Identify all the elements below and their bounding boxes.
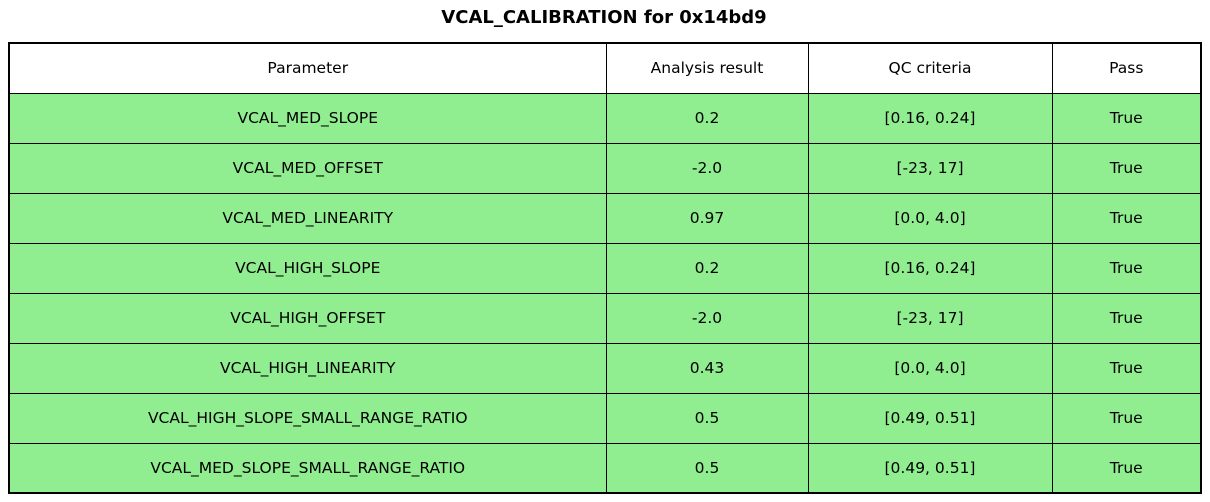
- column-header-pass: Pass: [1051, 42, 1202, 94]
- column-header-parameter: Parameter: [8, 42, 607, 94]
- table-row: VCAL_MED_LINEARITY 0.97 [0.0, 4.0] True: [8, 192, 1202, 244]
- pass-cell: True: [1051, 392, 1202, 444]
- criteria-cell: [0.49, 0.51]: [807, 392, 1053, 444]
- result-cell: 0.2: [605, 92, 809, 144]
- result-cell: 0.97: [605, 192, 809, 244]
- param-cell: VCAL_HIGH_OFFSET: [8, 292, 607, 344]
- pass-cell: True: [1051, 292, 1202, 344]
- result-cell: -2.0: [605, 292, 809, 344]
- table-row: VCAL_MED_OFFSET -2.0 [-23, 17] True: [8, 142, 1202, 194]
- result-cell: 0.43: [605, 342, 809, 394]
- qc-results-table: Parameter Analysis result QC criteria Pa…: [8, 42, 1202, 494]
- result-cell: 0.2: [605, 242, 809, 294]
- page-title: VCAL_CALIBRATION for 0x14bd9: [441, 7, 767, 28]
- criteria-cell: [0.16, 0.24]: [807, 242, 1053, 294]
- param-cell: VCAL_MED_OFFSET: [8, 142, 607, 194]
- table-row: VCAL_HIGH_SLOPE 0.2 [0.16, 0.24] True: [8, 242, 1202, 294]
- param-cell: VCAL_MED_SLOPE_SMALL_RANGE_RATIO: [8, 442, 607, 494]
- param-cell: VCAL_HIGH_LINEARITY: [8, 342, 607, 394]
- criteria-cell: [-23, 17]: [807, 142, 1053, 194]
- criteria-cell: [-23, 17]: [807, 292, 1053, 344]
- table-row: VCAL_HIGH_LINEARITY 0.43 [0.0, 4.0] True: [8, 342, 1202, 394]
- column-header-analysis-result: Analysis result: [605, 42, 809, 94]
- table-row: VCAL_MED_SLOPE 0.2 [0.16, 0.24] True: [8, 92, 1202, 144]
- result-cell: -2.0: [605, 142, 809, 194]
- criteria-cell: [0.0, 4.0]: [807, 342, 1053, 394]
- result-cell: 0.5: [605, 442, 809, 494]
- pass-cell: True: [1051, 342, 1202, 394]
- table-row: VCAL_HIGH_OFFSET -2.0 [-23, 17] True: [8, 292, 1202, 344]
- pass-cell: True: [1051, 442, 1202, 494]
- criteria-cell: [0.49, 0.51]: [807, 442, 1053, 494]
- param-cell: VCAL_MED_SLOPE: [8, 92, 607, 144]
- pass-cell: True: [1051, 92, 1202, 144]
- header-row: Parameter Analysis result QC criteria Pa…: [8, 42, 1202, 94]
- table-row: VCAL_MED_SLOPE_SMALL_RANGE_RATIO 0.5 [0.…: [8, 442, 1202, 494]
- table-row: VCAL_HIGH_SLOPE_SMALL_RANGE_RATIO 0.5 [0…: [8, 392, 1202, 444]
- pass-cell: True: [1051, 242, 1202, 294]
- result-cell: 0.5: [605, 392, 809, 444]
- param-cell: VCAL_HIGH_SLOPE_SMALL_RANGE_RATIO: [8, 392, 607, 444]
- pass-cell: True: [1051, 142, 1202, 194]
- criteria-cell: [0.0, 4.0]: [807, 192, 1053, 244]
- column-header-qc-criteria: QC criteria: [807, 42, 1053, 94]
- criteria-cell: [0.16, 0.24]: [807, 92, 1053, 144]
- param-cell: VCAL_MED_LINEARITY: [8, 192, 607, 244]
- param-cell: VCAL_HIGH_SLOPE: [8, 242, 607, 294]
- pass-cell: True: [1051, 192, 1202, 244]
